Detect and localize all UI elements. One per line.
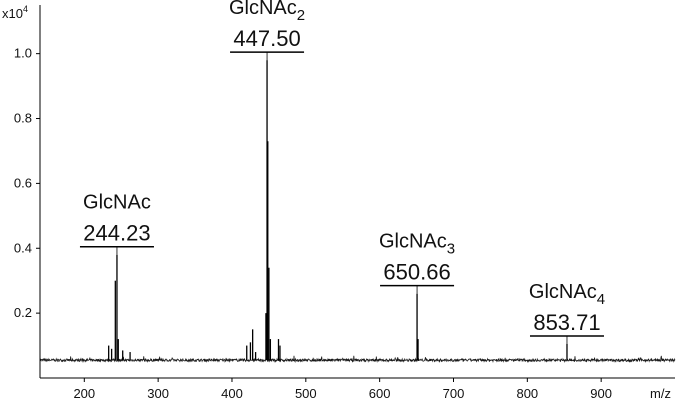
y-tick-label: 0.4: [14, 240, 32, 255]
x-tick-label: 800: [516, 386, 538, 401]
peak-mz-label: 650.66: [383, 260, 450, 285]
peak-name-subscript: 2: [297, 7, 305, 24]
peak-mz-label: 244.23: [83, 221, 150, 246]
peak-mz-label: 447.50: [233, 26, 300, 51]
spectrum-trace: [39, 60, 676, 364]
x-tick-label: 500: [295, 386, 317, 401]
y-scale-label: x104: [2, 4, 28, 21]
peak-name-subscript: 4: [597, 291, 605, 308]
x-tick-label: 400: [221, 386, 243, 401]
peak-name-subscript: 3: [447, 241, 455, 258]
x-tick-label: 200: [73, 386, 95, 401]
y-tick-label: 0.2: [14, 305, 32, 320]
x-tick-label: 900: [590, 386, 612, 401]
x-tick-label: 600: [369, 386, 391, 401]
x-axis-label: m/z: [650, 386, 671, 401]
x-tick-label: 300: [147, 386, 169, 401]
peak-name-label: GlcNAc2: [229, 0, 305, 24]
peak-mz-label: 853.71: [533, 310, 600, 335]
y-scale-exponent: 4: [23, 4, 28, 14]
y-tick-label: 0.8: [14, 111, 32, 126]
spectrum-baseline: [39, 355, 676, 364]
x-tick-label: 700: [443, 386, 465, 401]
y-tick-label: 1.0: [14, 46, 32, 61]
peak-name-label: GlcNAc: [83, 192, 151, 214]
peak-name-label: GlcNAc4: [529, 281, 605, 308]
axes: 0.2 0.4 0.6 0.8 1.0 200 300 400 500 600 700 800 900 m…: [2, 4, 675, 401]
y-tick-label: 0.6: [14, 175, 32, 190]
peak-name-label: GlcNAc3: [379, 231, 455, 258]
